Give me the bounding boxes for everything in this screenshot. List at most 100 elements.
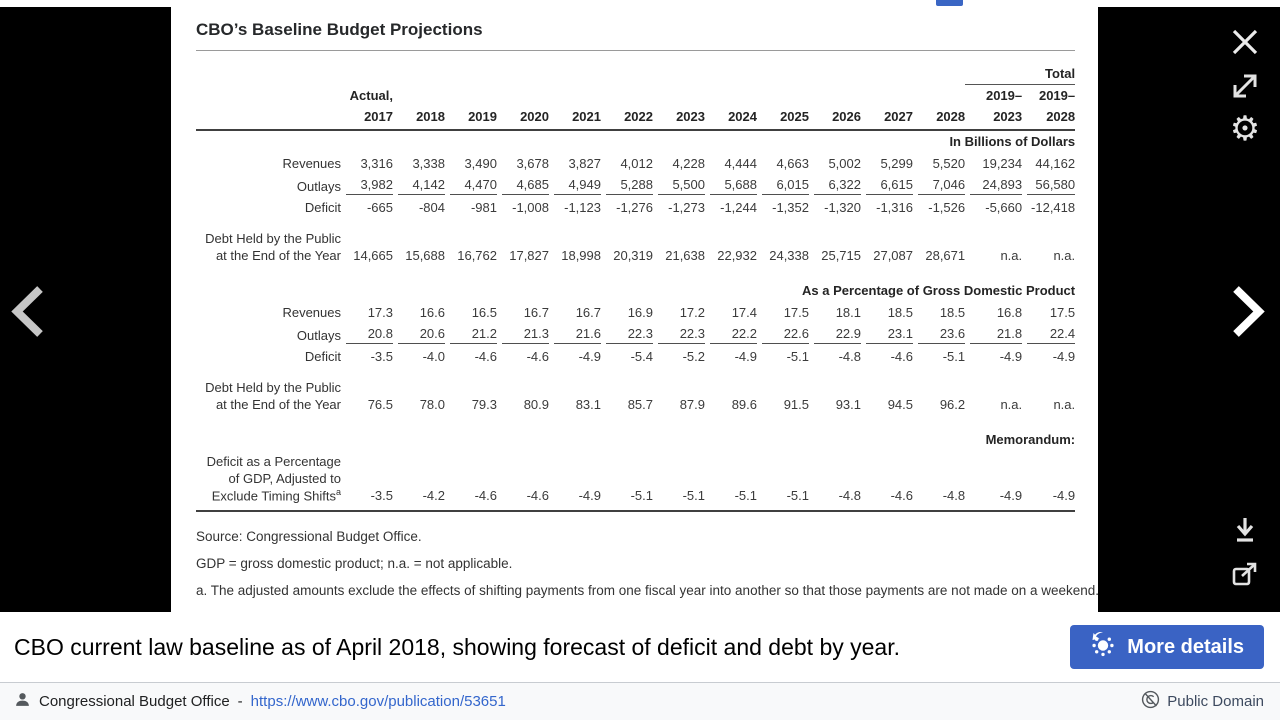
value-cell: 6,322 [809,174,861,197]
value-cell: -1,244 [720,199,757,215]
value-cell: 4,444 [724,155,757,171]
table-row: Actual, 2019– 2019– [196,85,1075,107]
table-cell [196,85,341,107]
value-cell: 16.8 [996,304,1023,320]
value-cell: n.a. [1000,397,1023,413]
media-viewer-stage: CBO’s Baseline Budget Projections Total A… [0,7,1280,612]
table-spacer [196,218,1075,228]
figure-title: CBO’s Baseline Budget Projections [196,20,1075,51]
value-cell: -804 [418,199,445,215]
table-cell [196,106,341,132]
share-button[interactable] [1227,558,1263,594]
table-cell [653,85,705,107]
image-caption: CBO current law baseline as of April 201… [14,633,900,660]
value-cell: 20.6 [393,323,445,346]
value-cell: 4,142 [393,174,445,197]
source-url-link[interactable]: https://www.cbo.gov/publication/53651 [250,693,506,710]
value-cell: 94.5 [887,397,913,413]
table-row: Deficit as a Percentage of GDP, Adjusted … [196,451,1076,512]
value-cell: 15,688 [405,248,445,264]
value-cell: -981 [470,199,497,215]
year-header: 2022 [601,106,653,132]
row-label: Debt Held by the Public at the End of the… [205,231,341,264]
value-cell: -4.6 [526,348,549,364]
value-cell: 17.5 [783,304,809,320]
value-cell: 23.6 [913,323,966,346]
value-cell: -5,660 [985,199,1023,215]
row-label: Debt Held by the Public at the End of the… [205,380,341,413]
table-cell [601,85,653,107]
attribution-author: Congressional Budget Office [39,693,230,710]
value-cell: 3,316 [360,155,393,171]
table-row [196,218,1075,228]
value-cell: 3,338 [412,155,445,171]
value-cell: -5.4 [630,348,653,364]
table-row: Deficit -3.5 -4.0 -4.6 -4.6 -4.9 -5.4 -5.2 -4.9 -… [196,346,1075,367]
value-cell: -4.2 [422,488,445,504]
value-cell: 17.4 [731,304,757,320]
value-cell: 22.2 [705,323,757,346]
value-cell: 16.5 [471,304,497,320]
table-row: Debt Held by the Public at the End of the… [196,377,1075,415]
table-row [196,415,1075,429]
value-cell: -3.5 [370,348,393,364]
value-cell: 16.7 [575,304,601,320]
year-header: 2018 [393,106,445,132]
table-spacer [196,367,1075,377]
download-icon [1230,515,1260,548]
value-cell: 4,012 [620,155,653,171]
more-details-button[interactable]: More details [1070,625,1264,669]
value-cell: 6,015 [757,174,809,197]
total-header: Total [965,63,1076,86]
value-cell: 21.2 [445,323,497,346]
value-cell: -4.6 [526,488,549,504]
value-cell: 16,762 [457,248,497,264]
year-header: 2020 [497,106,549,132]
value-cell: -5.2 [682,348,705,364]
value-cell: -4.9 [1052,348,1076,364]
previous-image-button[interactable] [9,285,46,341]
value-cell: -1,320 [824,199,861,215]
settings-button[interactable]: ⚙ [1227,111,1263,147]
value-cell: 3,678 [516,155,549,171]
image-area: CBO’s Baseline Budget Projections Total A… [171,7,1098,612]
value-cell: 3,827 [568,155,601,171]
table-row: As a Percentage of Gross Domestic Produc… [196,280,1075,301]
fullscreen-expand-icon [1230,71,1260,104]
next-image-button[interactable] [1230,285,1267,341]
attribution-bar: Congressional Budget Office - https://ww… [0,682,1280,720]
section-title: Memorandum: [985,432,1076,448]
person-icon [14,691,31,712]
year-header: 2026 [809,106,861,132]
figure-footnotes: Source: Congressional Budget Office. GDP… [196,529,1098,598]
close-viewer-button[interactable] [1227,25,1263,61]
value-cell: 22.3 [653,323,705,346]
value-cell: 21.3 [497,323,549,346]
value-cell: 80.9 [523,397,549,413]
top-blue-fragment [936,0,963,6]
value-cell: 27,087 [873,248,913,264]
value-cell: -4.9 [578,348,601,364]
license-link[interactable]: Public Domain [1141,690,1264,713]
table-row: In Billions of Dollars [196,130,1075,152]
value-cell: 17.5 [1049,304,1076,320]
value-cell: 4,949 [549,174,601,197]
row-label: Revenues [282,304,341,320]
value-cell: -5.1 [682,488,705,504]
value-cell: 6,615 [861,174,913,197]
value-cell: n.a. [1000,248,1023,264]
value-cell: 23.1 [861,323,913,346]
value-cell: 5,002 [828,155,861,171]
value-cell: -5.1 [942,348,966,364]
attribution-separator: - [237,693,243,710]
table-row: Revenues 3,316 3,338 3,490 3,678 3,827 4,012 4,… [196,153,1075,174]
gear-icon: ⚙ [1229,110,1261,148]
footnote-a: a. The adjusted amounts exclude the effe… [196,583,1098,599]
chevron-right-icon [1230,286,1267,341]
value-cell: -12,418 [1031,199,1076,215]
download-button[interactable] [1227,513,1263,549]
section-title: In Billions of Dollars [949,134,1076,150]
fullscreen-button[interactable] [1227,69,1263,105]
table-row: Debt Held by the Public at the End of the… [196,228,1075,266]
value-cell: 22.3 [601,323,653,346]
